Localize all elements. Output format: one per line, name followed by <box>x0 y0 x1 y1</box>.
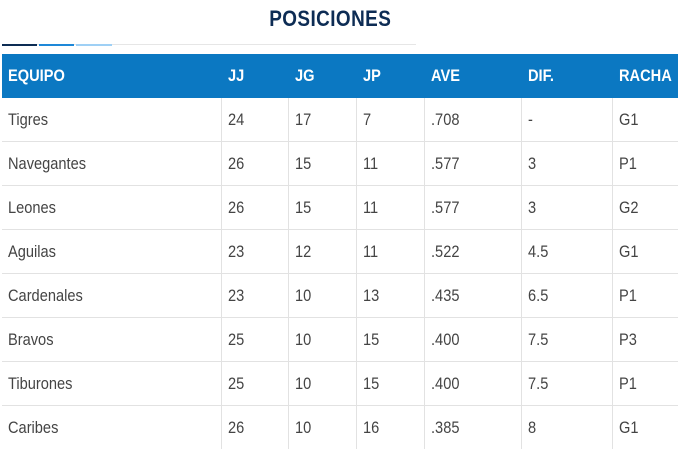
racha-cell: G1 <box>611 405 678 449</box>
racha-cell: P1 <box>611 273 678 318</box>
table-row: Leones 26 15 11 .577 3 G2 <box>2 185 678 230</box>
team-name-cell: Tiburones <box>2 361 221 406</box>
team-name-cell: Cardenales <box>2 273 221 318</box>
jj-cell: 26 <box>220 405 288 449</box>
column-header-jj[interactable]: JJ <box>220 54 288 98</box>
ave-cell: .577 <box>423 185 521 230</box>
jp-cell: 11 <box>355 185 424 230</box>
jj-cell: 25 <box>220 317 288 362</box>
jj-cell: 26 <box>220 141 288 186</box>
racha-cell: G1 <box>611 229 678 274</box>
jg-cell: 10 <box>287 317 356 362</box>
dif-cell: 3 <box>520 185 612 230</box>
team-name-cell: Leones <box>2 185 221 230</box>
tab-indicator-1[interactable] <box>2 44 37 46</box>
jg-cell: 10 <box>287 405 356 449</box>
dif-cell: 7.5 <box>520 361 612 406</box>
ave-cell: .400 <box>423 317 521 362</box>
jp-cell: 11 <box>355 229 424 274</box>
column-header-dif[interactable]: DIF. <box>520 54 612 98</box>
table-row: Cardenales 23 10 13 .435 6.5 P1 <box>2 273 678 318</box>
jp-cell: 15 <box>355 361 424 406</box>
jj-cell: 23 <box>220 273 288 318</box>
column-header-equipo[interactable]: EQUIPO <box>2 54 221 98</box>
team-name-cell: Aguilas <box>2 229 221 274</box>
jg-cell: 10 <box>287 361 356 406</box>
column-header-ave[interactable]: AVE <box>423 54 521 98</box>
team-name-cell: Navegantes <box>2 141 221 186</box>
jg-cell: 17 <box>287 98 356 142</box>
page-title: POSICIONES <box>269 6 392 31</box>
table-row: Bravos 25 10 15 .400 7.5 P3 <box>2 317 678 362</box>
table-header-row: EQUIPO JJ JG JP AVE DIF. RACHA <box>2 54 678 98</box>
jp-cell: 11 <box>355 141 424 186</box>
table-row: Navegantes 26 15 11 .577 3 P1 <box>2 141 678 186</box>
standings-table: EQUIPO JJ JG JP AVE DIF. RACHA Tigres 24… <box>2 54 678 449</box>
dif-cell: - <box>520 98 612 142</box>
team-name-cell: Caribes <box>2 405 221 449</box>
jp-cell: 16 <box>355 405 424 449</box>
table-row: Tiburones 25 10 15 .400 7.5 P1 <box>2 361 678 406</box>
jg-cell: 15 <box>287 185 356 230</box>
column-header-racha[interactable]: RACHA <box>611 54 678 98</box>
tab-indicator-3[interactable] <box>76 44 112 46</box>
dif-cell: 7.5 <box>520 317 612 362</box>
team-name-cell: Tigres <box>8 109 49 129</box>
ave-cell: .522 <box>423 229 521 274</box>
ave-cell: .400 <box>423 361 521 406</box>
dif-cell: 8 <box>520 405 612 449</box>
ave-cell: .435 <box>423 273 521 318</box>
column-header-jg[interactable]: JG <box>287 54 356 98</box>
table-row: Aguilas 23 12 11 .522 4.5 G1 <box>2 229 678 274</box>
dif-cell: 6.5 <box>520 273 612 318</box>
table-row: Tigres 24 17 7 .708 - G1 <box>2 98 678 142</box>
ave-cell: .577 <box>423 141 521 186</box>
racha-cell: G1 <box>611 98 678 142</box>
jg-cell: 10 <box>287 273 356 318</box>
racha-cell: G2 <box>611 185 678 230</box>
team-name-cell: Bravos <box>2 317 221 362</box>
jg-cell: 15 <box>287 141 356 186</box>
jg-cell: 12 <box>287 229 356 274</box>
tab-indicator-2[interactable] <box>39 44 74 46</box>
ave-cell: .385 <box>423 405 521 449</box>
racha-cell: P1 <box>611 361 678 406</box>
tab-divider <box>2 44 416 45</box>
ave-cell: .708 <box>423 98 521 142</box>
jj-cell: 24 <box>220 98 288 142</box>
column-header-jp[interactable]: JP <box>355 54 424 98</box>
racha-cell: P3 <box>611 317 678 362</box>
racha-cell: P1 <box>611 141 678 186</box>
table-row: Caribes 26 10 16 .385 8 G1 <box>2 405 678 449</box>
jp-cell: 15 <box>355 317 424 362</box>
jj-cell: 25 <box>220 361 288 406</box>
dif-cell: 3 <box>520 141 612 186</box>
jj-cell: 26 <box>220 185 288 230</box>
jp-cell: 13 <box>355 273 424 318</box>
jj-cell: 23 <box>220 229 288 274</box>
jp-cell: 7 <box>355 98 424 142</box>
dif-cell: 4.5 <box>520 229 612 274</box>
